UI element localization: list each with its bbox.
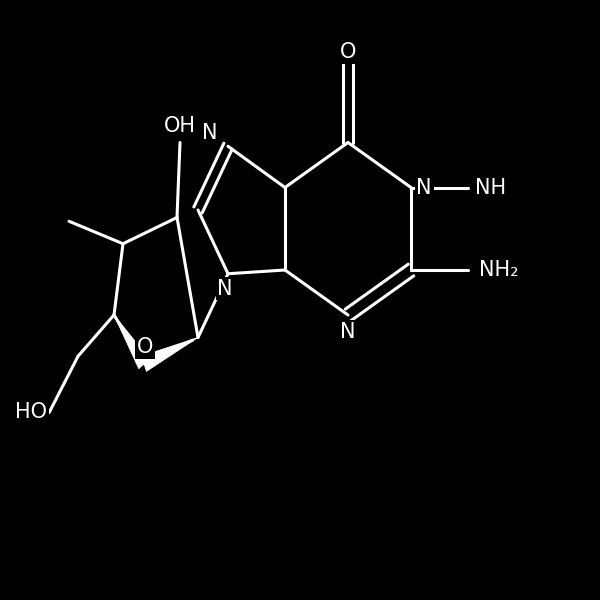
Polygon shape [114, 315, 149, 369]
Text: N: N [217, 279, 233, 299]
Text: O: O [137, 337, 154, 357]
Text: N: N [202, 123, 218, 143]
Text: HO: HO [15, 403, 47, 422]
Text: NH₂: NH₂ [479, 260, 519, 280]
Text: N: N [340, 322, 356, 341]
Text: N: N [416, 178, 432, 197]
Text: NH: NH [475, 178, 506, 197]
Polygon shape [142, 337, 198, 371]
Text: O: O [340, 43, 356, 62]
Text: OH: OH [164, 116, 196, 136]
